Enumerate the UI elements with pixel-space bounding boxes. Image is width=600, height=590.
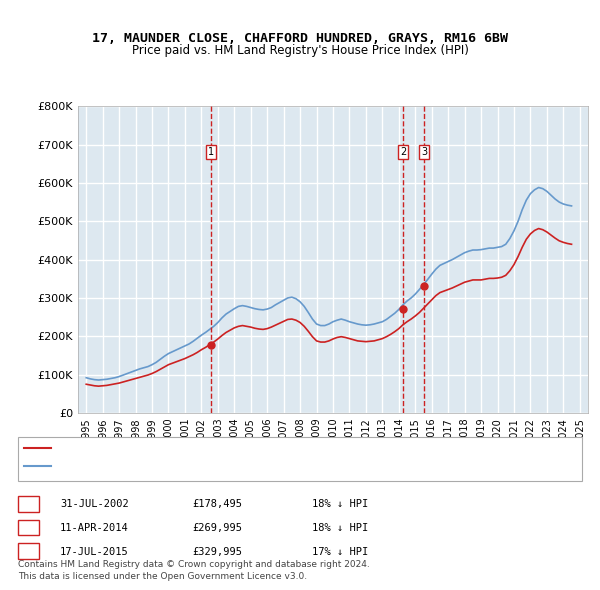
Text: This data is licensed under the Open Government Licence v3.0.: This data is licensed under the Open Gov… <box>18 572 307 581</box>
Text: £269,995: £269,995 <box>192 523 242 533</box>
Text: 17% ↓ HPI: 17% ↓ HPI <box>312 547 368 556</box>
Text: 17, MAUNDER CLOSE, CHAFFORD HUNDRED, GRAYS, RM16 6BW: 17, MAUNDER CLOSE, CHAFFORD HUNDRED, GRA… <box>92 32 508 45</box>
Text: Contains HM Land Registry data © Crown copyright and database right 2024.: Contains HM Land Registry data © Crown c… <box>18 560 370 569</box>
Text: 18% ↓ HPI: 18% ↓ HPI <box>312 523 368 533</box>
Text: 11-APR-2014: 11-APR-2014 <box>60 523 129 533</box>
Text: 18% ↓ HPI: 18% ↓ HPI <box>312 500 368 509</box>
Text: 31-JUL-2002: 31-JUL-2002 <box>60 500 129 509</box>
Text: Price paid vs. HM Land Registry's House Price Index (HPI): Price paid vs. HM Land Registry's House … <box>131 44 469 57</box>
Text: 3: 3 <box>421 148 427 157</box>
Text: 3: 3 <box>25 547 31 556</box>
Text: 1: 1 <box>208 148 214 157</box>
Text: £329,995: £329,995 <box>192 547 242 556</box>
Text: £178,495: £178,495 <box>192 500 242 509</box>
Text: HPI: Average price, detached house, Thurrock: HPI: Average price, detached house, Thur… <box>57 461 281 471</box>
Text: 17-JUL-2015: 17-JUL-2015 <box>60 547 129 556</box>
Text: 17, MAUNDER CLOSE, CHAFFORD HUNDRED, GRAYS, RM16 6BW (detached house): 17, MAUNDER CLOSE, CHAFFORD HUNDRED, GRA… <box>57 444 461 453</box>
Text: 2: 2 <box>25 523 31 533</box>
Text: 1: 1 <box>25 500 31 509</box>
Text: 2: 2 <box>400 148 407 157</box>
